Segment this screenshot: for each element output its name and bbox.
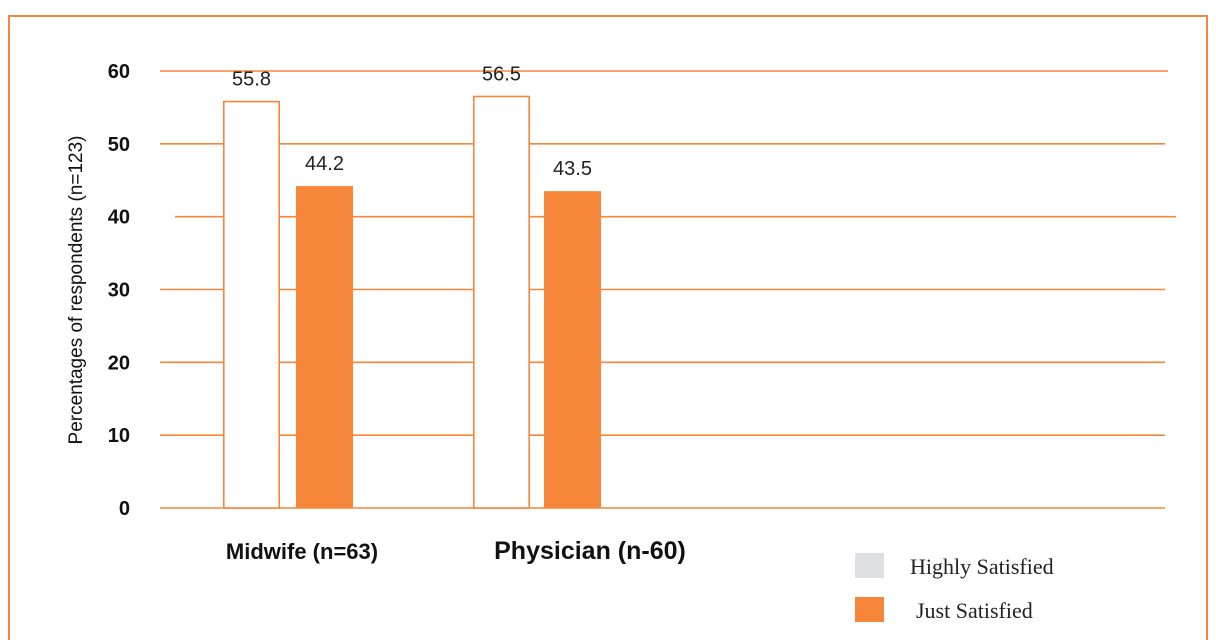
- data-label: 55.8: [232, 69, 271, 91]
- bars: [223, 95, 601, 509]
- data-label: 43.5: [553, 158, 592, 180]
- y-tick-label: 20: [108, 352, 130, 374]
- data-labels: 55.8 56.5 44.2 43.5: [232, 63, 592, 180]
- legend-swatch-just-satisfied: [855, 597, 884, 622]
- data-label: 44.2: [305, 153, 344, 175]
- legend-label: Just Satisfied: [916, 598, 1033, 623]
- bar-just-satisfied: [296, 186, 353, 508]
- y-tick-label: 60: [108, 61, 130, 83]
- category-label: Physician (n-60): [494, 537, 686, 565]
- category-label: Midwife (n=63): [226, 539, 378, 564]
- y-tick-label: 30: [108, 280, 130, 302]
- legend-swatch-highly-satisfied: [855, 553, 884, 578]
- data-label: 56.5: [482, 63, 521, 85]
- y-tick-label: 50: [108, 134, 130, 156]
- y-axis-ticks: 0 10 20 30 40 50 60: [108, 61, 130, 520]
- y-tick-label: 0: [119, 498, 130, 520]
- bar-highly-satisfied: [223, 100, 281, 509]
- legend-label: Highly Satisfied: [910, 554, 1054, 579]
- bar-highly-satisfied: [472, 95, 530, 509]
- chart-frame: [8, 15, 1208, 640]
- y-axis-label: Percentages of respondents (n=123): [66, 136, 87, 445]
- y-tick-label: 10: [108, 425, 130, 447]
- legend: Highly Satisfied Just Satisfied: [855, 553, 1054, 623]
- y-tick-label: 40: [108, 207, 130, 229]
- bar-just-satisfied: [544, 191, 601, 509]
- category-labels: Midwife (n=63) Physician (n-60): [226, 537, 686, 565]
